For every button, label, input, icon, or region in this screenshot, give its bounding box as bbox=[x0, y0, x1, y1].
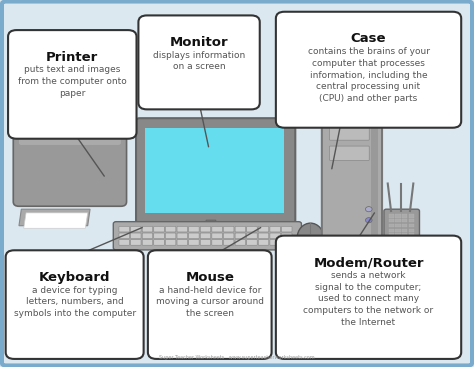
FancyBboxPatch shape bbox=[270, 233, 281, 239]
Text: a hand-held device for
moving a cursor around
the screen: a hand-held device for moving a cursor a… bbox=[156, 286, 264, 318]
FancyBboxPatch shape bbox=[136, 118, 295, 223]
FancyBboxPatch shape bbox=[395, 219, 401, 222]
Text: Modem/Router: Modem/Router bbox=[313, 256, 424, 269]
FancyBboxPatch shape bbox=[138, 15, 260, 109]
FancyBboxPatch shape bbox=[258, 240, 269, 245]
FancyBboxPatch shape bbox=[131, 226, 141, 232]
FancyBboxPatch shape bbox=[113, 222, 301, 250]
FancyBboxPatch shape bbox=[200, 226, 210, 232]
FancyBboxPatch shape bbox=[409, 214, 414, 218]
Text: Printer: Printer bbox=[46, 51, 99, 63]
FancyBboxPatch shape bbox=[6, 250, 144, 359]
FancyBboxPatch shape bbox=[119, 240, 129, 245]
FancyBboxPatch shape bbox=[212, 226, 222, 232]
FancyBboxPatch shape bbox=[235, 233, 246, 239]
FancyBboxPatch shape bbox=[276, 12, 461, 128]
FancyBboxPatch shape bbox=[282, 240, 292, 245]
FancyBboxPatch shape bbox=[402, 229, 407, 232]
FancyBboxPatch shape bbox=[142, 226, 153, 232]
FancyBboxPatch shape bbox=[8, 30, 137, 139]
FancyBboxPatch shape bbox=[189, 226, 199, 232]
FancyBboxPatch shape bbox=[235, 240, 246, 245]
FancyBboxPatch shape bbox=[395, 224, 401, 227]
FancyBboxPatch shape bbox=[224, 226, 234, 232]
FancyBboxPatch shape bbox=[247, 226, 257, 232]
FancyBboxPatch shape bbox=[384, 209, 419, 240]
FancyBboxPatch shape bbox=[212, 233, 222, 239]
FancyBboxPatch shape bbox=[371, 123, 378, 246]
FancyBboxPatch shape bbox=[389, 229, 394, 232]
FancyBboxPatch shape bbox=[258, 226, 269, 232]
FancyBboxPatch shape bbox=[235, 226, 246, 232]
FancyBboxPatch shape bbox=[395, 229, 401, 232]
Text: Case: Case bbox=[351, 32, 386, 45]
FancyBboxPatch shape bbox=[270, 240, 281, 245]
Text: puts text and images
from the computer onto
paper: puts text and images from the computer o… bbox=[18, 65, 127, 98]
Polygon shape bbox=[24, 213, 88, 228]
FancyBboxPatch shape bbox=[329, 146, 369, 160]
FancyBboxPatch shape bbox=[200, 233, 210, 239]
FancyBboxPatch shape bbox=[177, 240, 188, 245]
FancyBboxPatch shape bbox=[282, 226, 292, 232]
FancyBboxPatch shape bbox=[13, 128, 127, 206]
Polygon shape bbox=[19, 209, 90, 226]
FancyBboxPatch shape bbox=[247, 240, 257, 245]
Text: displays information
on a screen: displays information on a screen bbox=[153, 51, 245, 72]
Circle shape bbox=[365, 207, 372, 212]
FancyBboxPatch shape bbox=[154, 233, 164, 239]
FancyBboxPatch shape bbox=[191, 235, 241, 245]
FancyBboxPatch shape bbox=[131, 240, 141, 245]
FancyBboxPatch shape bbox=[148, 250, 272, 359]
Circle shape bbox=[365, 218, 372, 223]
Ellipse shape bbox=[297, 223, 324, 252]
FancyBboxPatch shape bbox=[119, 233, 129, 239]
Text: Keyboard: Keyboard bbox=[39, 271, 110, 284]
FancyBboxPatch shape bbox=[402, 233, 407, 237]
FancyBboxPatch shape bbox=[189, 233, 199, 239]
FancyBboxPatch shape bbox=[131, 233, 141, 239]
FancyBboxPatch shape bbox=[395, 214, 401, 218]
FancyBboxPatch shape bbox=[389, 214, 394, 218]
FancyBboxPatch shape bbox=[258, 233, 269, 239]
Text: contains the brains of your
computer that processes
information, including the
c: contains the brains of your computer tha… bbox=[308, 47, 429, 103]
FancyBboxPatch shape bbox=[165, 233, 176, 239]
FancyBboxPatch shape bbox=[19, 127, 121, 145]
FancyBboxPatch shape bbox=[165, 226, 176, 232]
Text: a device for typing
letters, numbers, and
symbols into the computer: a device for typing letters, numbers, an… bbox=[14, 286, 136, 318]
FancyBboxPatch shape bbox=[270, 226, 281, 232]
Text: sends a network
signal to the computer;
used to connect many
computers to the ne: sends a network signal to the computer; … bbox=[303, 271, 434, 327]
FancyBboxPatch shape bbox=[329, 126, 369, 140]
FancyBboxPatch shape bbox=[177, 226, 188, 232]
FancyBboxPatch shape bbox=[165, 240, 176, 245]
FancyBboxPatch shape bbox=[395, 233, 401, 237]
FancyBboxPatch shape bbox=[389, 233, 394, 237]
FancyBboxPatch shape bbox=[224, 240, 234, 245]
FancyBboxPatch shape bbox=[409, 224, 414, 227]
Text: Monitor: Monitor bbox=[170, 36, 228, 49]
FancyBboxPatch shape bbox=[200, 240, 210, 245]
FancyBboxPatch shape bbox=[276, 236, 461, 359]
FancyBboxPatch shape bbox=[212, 240, 222, 245]
FancyBboxPatch shape bbox=[119, 226, 129, 232]
FancyBboxPatch shape bbox=[409, 229, 414, 232]
FancyBboxPatch shape bbox=[402, 214, 407, 218]
FancyBboxPatch shape bbox=[154, 226, 164, 232]
FancyBboxPatch shape bbox=[409, 219, 414, 222]
Polygon shape bbox=[145, 128, 284, 213]
FancyBboxPatch shape bbox=[142, 233, 153, 239]
FancyBboxPatch shape bbox=[322, 117, 382, 252]
FancyBboxPatch shape bbox=[402, 219, 407, 222]
FancyBboxPatch shape bbox=[142, 240, 153, 245]
FancyBboxPatch shape bbox=[282, 233, 292, 239]
FancyBboxPatch shape bbox=[177, 233, 188, 239]
FancyBboxPatch shape bbox=[224, 233, 234, 239]
FancyBboxPatch shape bbox=[389, 219, 394, 222]
FancyBboxPatch shape bbox=[154, 240, 164, 245]
Text: Super Teacher Worksheets   www.superteacherworksheets.com: Super Teacher Worksheets www.superteache… bbox=[159, 355, 315, 360]
Polygon shape bbox=[204, 220, 218, 237]
FancyBboxPatch shape bbox=[409, 233, 414, 237]
Text: Mouse: Mouse bbox=[185, 271, 234, 284]
FancyBboxPatch shape bbox=[247, 233, 257, 239]
FancyBboxPatch shape bbox=[189, 240, 199, 245]
